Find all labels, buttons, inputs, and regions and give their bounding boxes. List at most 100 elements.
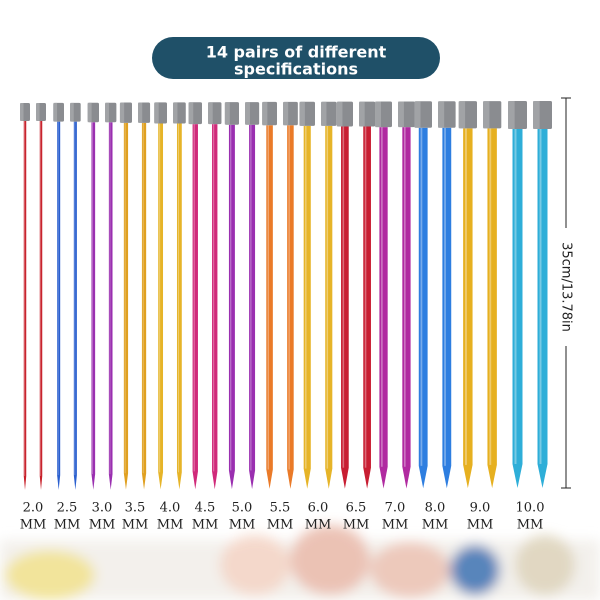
unit-label: MM	[422, 518, 449, 533]
needle-shaft	[192, 124, 198, 490]
needle-shaft	[57, 121, 61, 490]
unit-label: MM	[267, 518, 294, 533]
toy	[515, 535, 575, 595]
needle-shaft	[325, 125, 333, 489]
needle-cap-shade	[173, 102, 178, 124]
needle-cap-shade	[398, 101, 404, 128]
needle-shaft	[303, 125, 311, 489]
needle-shaft	[363, 126, 371, 489]
needle-shaft	[23, 121, 27, 490]
size-label: 7.0	[385, 501, 406, 516]
unit-label: MM	[192, 518, 219, 533]
needle-highlight	[514, 129, 517, 464]
size-label: 6.0	[308, 501, 329, 516]
needle-highlight	[288, 125, 290, 470]
size-label: 3.5	[125, 501, 146, 516]
needle-cap-shade	[154, 102, 159, 124]
needle-cap-shade	[87, 102, 92, 123]
needle-highlight	[267, 125, 269, 470]
needle-cap-shade	[245, 102, 250, 125]
yarn	[5, 550, 95, 600]
needle-highlight	[193, 124, 195, 472]
unit-label: MM	[229, 518, 256, 533]
size-label: 8.0	[425, 501, 446, 516]
needle-cap-shade	[224, 102, 230, 125]
unit-label: MM	[122, 518, 149, 533]
needle-highlight	[403, 127, 406, 467]
needle-highlight	[539, 129, 542, 464]
needle-highlight	[489, 128, 492, 465]
needle-shaft	[418, 127, 428, 489]
needle-shaft	[39, 121, 43, 490]
size-label: 3.0	[92, 501, 113, 516]
needle-shaft	[91, 122, 96, 490]
unit-label: MM	[467, 518, 494, 533]
needle-cap-shade	[262, 101, 268, 126]
size-label: 6.5	[346, 501, 367, 516]
needle-highlight	[444, 127, 446, 466]
needle-cap-shade	[483, 101, 490, 129]
needle-shaft	[108, 122, 113, 490]
needle-cap-shade	[299, 101, 305, 126]
needle-shaft	[379, 127, 388, 489]
needle-shaft	[73, 121, 77, 490]
needle-highlight	[420, 127, 423, 466]
size-label: 5.5	[270, 501, 291, 516]
hand	[370, 542, 450, 598]
needle-shaft	[537, 129, 548, 488]
needle-cap-shade	[458, 101, 466, 129]
needle-shaft	[266, 125, 273, 489]
needle-highlight	[142, 122, 144, 474]
needle-cap-shade	[533, 101, 540, 129]
needle-cap-shade	[321, 101, 327, 126]
title-pill	[152, 37, 440, 79]
needle-cap-shade	[138, 102, 143, 123]
needle-highlight	[364, 126, 367, 468]
needle-shaft	[249, 124, 256, 490]
needle-cap-shade	[283, 101, 289, 126]
needle-highlight	[177, 123, 179, 473]
needle-cap-shade	[70, 102, 74, 122]
unit-label: MM	[20, 518, 47, 533]
needle-highlight	[230, 124, 232, 471]
needle-highlight	[159, 123, 161, 473]
size-label: 2.0	[23, 501, 44, 516]
unit-label: MM	[89, 518, 116, 533]
needle-cap-shade	[438, 101, 445, 128]
needle-highlight	[326, 125, 329, 469]
needle-cap-shade	[188, 102, 194, 125]
unit-label: MM	[382, 518, 409, 533]
needle-shaft	[341, 126, 349, 489]
background-blur	[0, 525, 600, 600]
toy	[220, 535, 290, 595]
unit-label: MM	[157, 518, 184, 533]
unit-label: MM	[343, 518, 370, 533]
needle-highlight	[124, 122, 126, 474]
needle-shaft	[442, 127, 452, 489]
needle-cap-shade	[208, 102, 213, 125]
needle-cap-shade	[105, 102, 109, 123]
toy	[450, 545, 500, 595]
needle-highlight	[342, 126, 345, 468]
needle-cap-shade	[336, 101, 343, 127]
size-label: 10.0	[516, 501, 545, 516]
size-label: 4.0	[160, 501, 181, 516]
needle-highlight	[213, 124, 215, 472]
needle-highlight	[381, 127, 383, 467]
needle-highlight	[92, 122, 94, 475]
needle-cap-shade	[414, 101, 421, 128]
needle-shaft	[212, 124, 218, 490]
needle-cap-shade	[20, 103, 24, 121]
needle-cap-shade	[36, 103, 40, 121]
needle-highlight	[465, 128, 467, 465]
title-line: specifications	[234, 60, 358, 79]
needle-shaft	[402, 127, 411, 489]
needle-shaft	[141, 122, 147, 490]
hand	[290, 525, 370, 595]
needle-highlight	[74, 121, 76, 476]
needle-shaft	[176, 123, 182, 490]
needle-highlight	[250, 124, 252, 471]
needle-shaft	[487, 128, 497, 489]
